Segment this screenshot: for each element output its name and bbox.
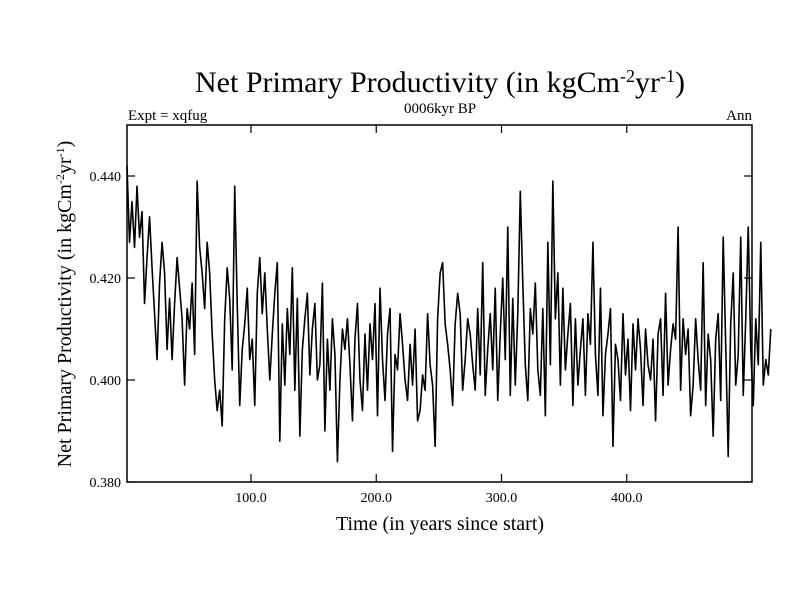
period-label: 0006kyr BP: [404, 101, 476, 117]
x-tick-label: 100.0: [235, 491, 267, 506]
x-tick-label: 200.0: [360, 491, 392, 506]
title-sup-2: -1: [660, 66, 675, 86]
experiment-label: Expt = xqfug: [128, 108, 208, 124]
plot-frame: [126, 124, 753, 483]
y-tick-label: 0.420: [90, 272, 122, 287]
ylabel-sup-1: -2: [53, 174, 67, 184]
season-label: Ann: [726, 108, 752, 124]
y-tick-label: 0.400: [90, 374, 122, 389]
y-axis-label: Net Primary Productivity (in kgCm-2yr-1): [53, 141, 76, 468]
y-tick-label: 0.380: [90, 476, 122, 491]
x-tick-label: 400.0: [611, 491, 643, 506]
x-axis-label: Time (in years since start): [336, 513, 544, 535]
y-tick-label: 0.440: [90, 170, 122, 185]
ylabel-sup-2: -1: [53, 147, 67, 157]
series-line-npp: [126, 165, 772, 463]
title-sup-1: -2: [620, 66, 635, 86]
axes: 0.380 0.400 0.420 0.440 100.0 200.0 300.0 400.0: [90, 125, 752, 506]
chart-title: Net Primary Productivity (in kgCm-2yr-1): [195, 66, 685, 99]
x-tick-label: 300.0: [486, 491, 518, 506]
